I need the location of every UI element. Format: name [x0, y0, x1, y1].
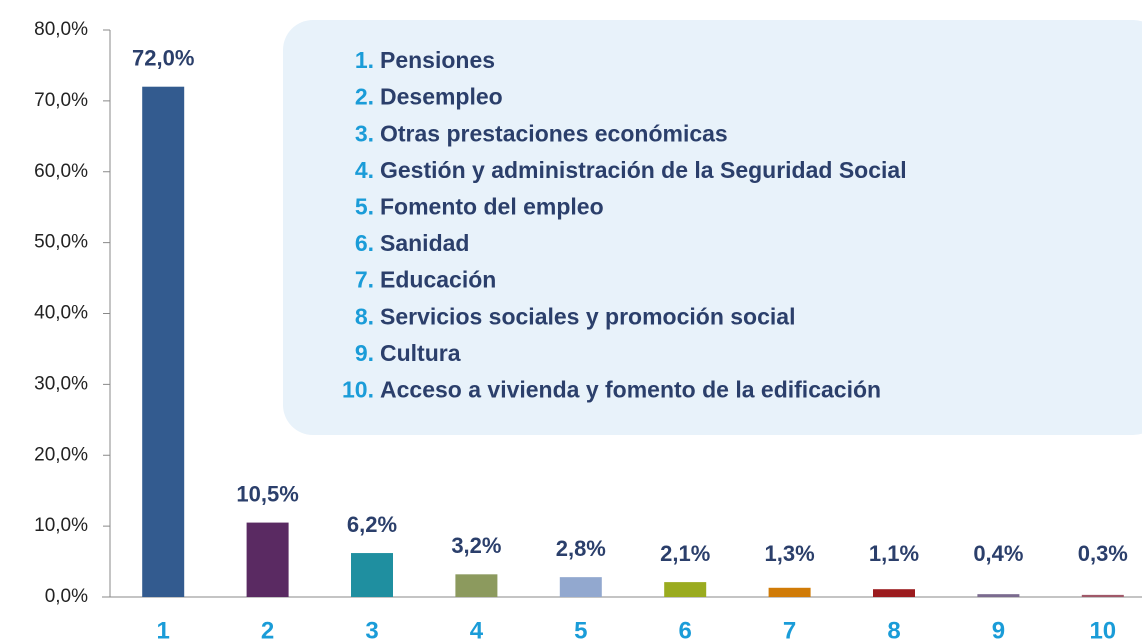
bar	[1081, 594, 1124, 597]
legend-label: Educación	[380, 267, 496, 293]
value-label: 3,2%	[451, 533, 501, 558]
x-tick-label: 3	[365, 617, 378, 641]
legend-label: Desempleo	[380, 84, 503, 110]
bar	[246, 522, 289, 597]
x-tick-label: 7	[783, 617, 796, 641]
y-tick-label: 30,0%	[34, 373, 88, 394]
value-label: 0,3%	[1078, 541, 1128, 566]
bar	[768, 587, 811, 597]
x-tick-label: 2	[261, 617, 274, 641]
y-tick-label: 70,0%	[34, 90, 88, 111]
bar	[142, 86, 185, 597]
bar	[455, 574, 498, 597]
legend-number: 7.	[355, 267, 374, 293]
legend-number: 10.	[342, 376, 374, 402]
y-tick-label: 60,0%	[34, 161, 88, 182]
value-label: 0,4%	[973, 541, 1023, 566]
legend-number: 6.	[355, 230, 374, 256]
legend-number: 5.	[355, 193, 374, 219]
bar	[977, 594, 1020, 597]
x-tick-label: 10	[1089, 617, 1116, 641]
legend-label: Cultura	[380, 340, 461, 366]
legend-label: Gestión y administración de la Seguridad…	[380, 157, 907, 183]
legend-number: 9.	[355, 340, 374, 366]
legend-number: 8.	[355, 303, 374, 329]
bar	[873, 589, 915, 597]
y-tick-label: 40,0%	[34, 303, 88, 324]
bar	[664, 582, 707, 597]
legend-label: Otras prestaciones económicas	[380, 120, 728, 146]
legend-label: Fomento del empleo	[380, 193, 604, 219]
y-tick-label: 80,0%	[34, 19, 88, 40]
y-tick-label: 50,0%	[34, 232, 88, 253]
legend-label: Sanidad	[380, 230, 469, 256]
x-tick-label: 6	[679, 617, 692, 641]
legend-label: Acceso a vivienda y fomento de la edific…	[380, 376, 881, 402]
value-label: 2,1%	[660, 541, 710, 566]
legend-number: 4.	[355, 157, 374, 183]
bar	[559, 577, 602, 597]
y-tick-label: 10,0%	[34, 515, 88, 536]
value-label: 2,8%	[556, 536, 606, 561]
x-tick-label: 5	[574, 617, 587, 641]
value-label: 1,1%	[869, 541, 919, 566]
legend-box	[283, 20, 1142, 435]
value-label: 10,5%	[236, 481, 298, 506]
bar	[351, 553, 393, 597]
legend-label: Pensiones	[380, 47, 495, 73]
x-tick-label: 1	[157, 617, 170, 641]
legend-number: 1.	[355, 47, 374, 73]
x-tick-label: 8	[887, 617, 900, 641]
legend-number: 2.	[355, 84, 374, 110]
value-label: 1,3%	[765, 541, 815, 566]
y-tick-label: 0,0%	[45, 586, 88, 607]
value-label: 72,0%	[132, 46, 194, 71]
x-tick-label: 9	[992, 617, 1005, 641]
x-tick-label: 4	[470, 617, 484, 641]
legend-number: 3.	[355, 120, 374, 146]
legend-label: Servicios sociales y promoción social	[380, 303, 795, 329]
value-label: 6,2%	[347, 512, 397, 537]
y-tick-label: 20,0%	[34, 444, 88, 465]
